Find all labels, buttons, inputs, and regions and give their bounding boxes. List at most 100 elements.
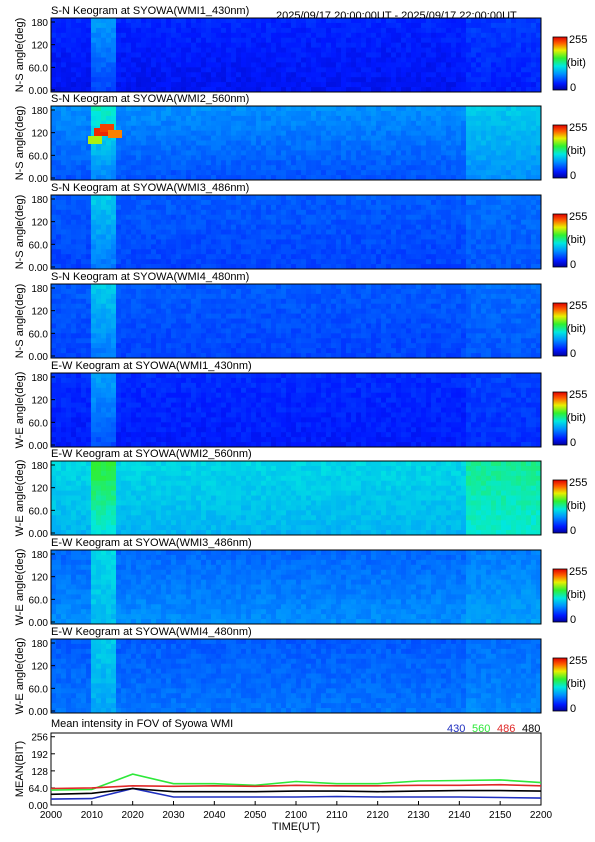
heatmap-cell (206, 199, 212, 206)
heatmap-cell (166, 62, 172, 68)
heatmap-cell (536, 52, 542, 58)
heatmap-cell (266, 219, 272, 225)
heatmap-cell (336, 150, 342, 156)
heatmap-cell (106, 328, 112, 334)
heatmap-cell (96, 32, 102, 39)
heatmap-cell (156, 333, 162, 339)
heatmap-cell (91, 264, 97, 270)
heatmap-cell (381, 264, 387, 270)
heatmap-cell (111, 254, 117, 260)
heatmap-cell (426, 175, 432, 181)
heatmap-cell (146, 303, 152, 310)
heatmap-cell (276, 18, 282, 24)
heatmap-cell (531, 140, 537, 146)
heatmap-cell (106, 303, 112, 310)
heatmap-cell (191, 298, 197, 305)
heatmap-cell (361, 214, 367, 221)
heatmap-cell (436, 160, 442, 166)
heatmap-cell (341, 249, 347, 255)
heatmap-cell (336, 37, 342, 44)
heatmap-cell (506, 219, 512, 225)
heatmap-cell (201, 145, 207, 151)
heatmap-cell (306, 52, 312, 58)
heatmap-cell (526, 195, 532, 201)
heatmap-cell (536, 110, 542, 117)
heatmap-cell (186, 165, 192, 171)
heatmap-cell (71, 120, 77, 127)
heatmap-cell (341, 77, 347, 83)
heatmap-cell (66, 254, 72, 260)
heatmap-cell (86, 328, 92, 334)
heatmap-cell (141, 348, 147, 354)
heatmap-cell (146, 52, 152, 58)
heatmap-cell (386, 150, 392, 156)
heatmap-cell (161, 264, 167, 270)
heatmap-cell (191, 175, 197, 181)
heatmap-cell (466, 199, 472, 206)
heatmap-cell (471, 209, 477, 216)
heatmap-cell (316, 115, 322, 122)
heatmap-cell (136, 348, 142, 354)
heatmap-cell (91, 229, 97, 235)
heatmap-cell (116, 343, 122, 349)
heatmap-cell (236, 106, 242, 112)
heatmap-cell (436, 125, 442, 132)
heatmap-cell (236, 57, 242, 63)
heatmap-cell (66, 18, 72, 24)
heatmap-cell (336, 170, 342, 176)
heatmap-cell (76, 264, 82, 270)
heatmap-cell (101, 234, 107, 240)
heatmap-cell (531, 160, 537, 166)
heatmap-cell (116, 52, 122, 58)
heatmap-cell (191, 106, 197, 112)
heatmap-cell (431, 175, 437, 181)
heatmap-cell (436, 204, 442, 211)
heatmap-cell (266, 140, 272, 146)
heatmap-cell (161, 313, 167, 319)
heatmap-cell (86, 323, 92, 329)
heatmap-cell (186, 259, 192, 265)
heatmap-cell (156, 110, 162, 117)
heatmap-cell (516, 22, 522, 29)
heatmap-cell (371, 130, 377, 136)
heatmap-cell (451, 160, 457, 166)
heatmap-cell (281, 165, 287, 171)
heatmap-cell (521, 224, 527, 230)
heatmap-cell (231, 110, 237, 117)
heatmap-cell (371, 62, 377, 68)
heatmap-cell (61, 219, 67, 225)
heatmap-cell (126, 32, 132, 39)
heatmap-cell (316, 214, 322, 221)
heatmap-cell (351, 170, 357, 176)
heatmap-cell (256, 140, 262, 146)
heatmap-cell (456, 120, 462, 127)
heatmap-cell (76, 67, 82, 73)
heatmap-cell (66, 338, 72, 344)
heatmap-cell (86, 239, 92, 245)
heatmap-cell (121, 120, 127, 127)
heatmap-cell (491, 32, 497, 39)
heatmap-cell (391, 57, 397, 63)
heatmap-cell (66, 328, 72, 334)
heatmap-cell (361, 106, 367, 112)
heatmap-cell (436, 67, 442, 73)
heatmap-cell (146, 259, 152, 265)
heatmap-cell (131, 209, 137, 216)
heatmap-cell (151, 52, 157, 58)
heatmap-cell (221, 293, 227, 300)
heatmap-cell (81, 18, 87, 24)
heatmap-cell (501, 244, 507, 250)
heatmap-cell (526, 125, 532, 132)
heatmap-cell (531, 47, 537, 53)
heatmap-cell (496, 106, 502, 112)
heatmap-cell (491, 244, 497, 250)
heatmap-cell (446, 47, 452, 53)
heatmap-cell (156, 219, 162, 225)
heatmap-cell (206, 353, 212, 359)
heatmap-cell (476, 214, 482, 221)
heatmap-cell (151, 353, 157, 359)
heatmap-cell (491, 125, 497, 132)
heatmap-cell (206, 82, 212, 88)
heatmap-cell (146, 37, 152, 44)
heatmap-cell (281, 77, 287, 83)
